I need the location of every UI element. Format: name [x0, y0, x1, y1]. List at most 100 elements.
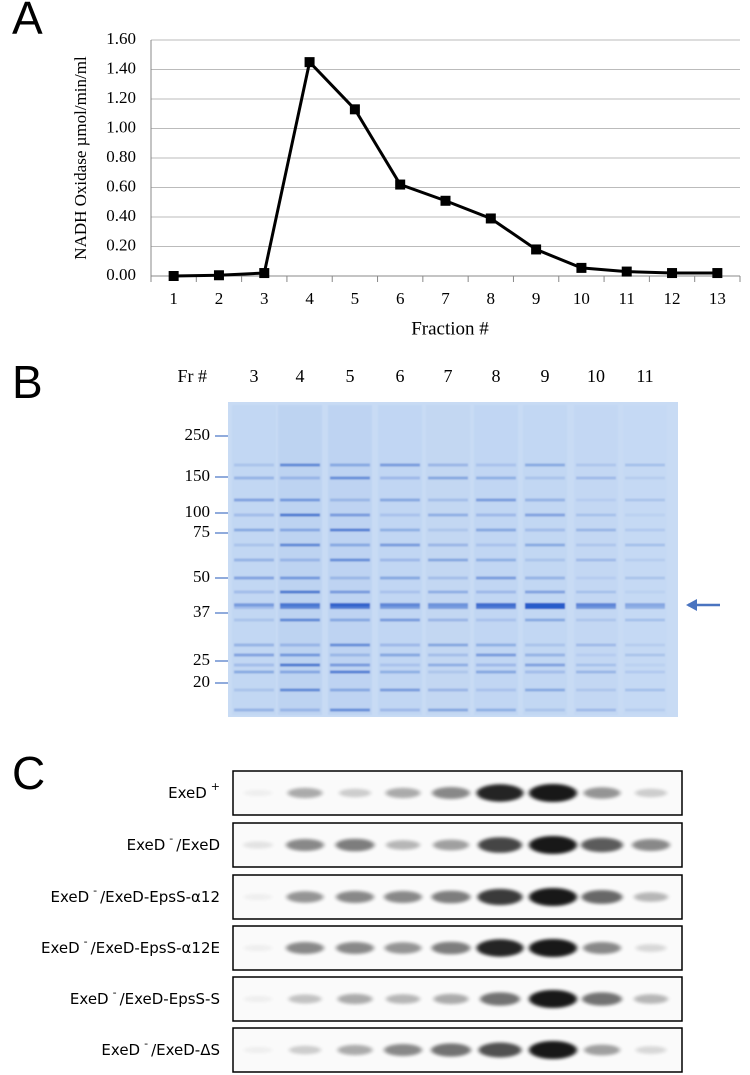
band	[280, 528, 320, 532]
band	[476, 590, 516, 594]
band	[476, 543, 516, 547]
band	[525, 643, 565, 647]
band	[234, 670, 274, 674]
band	[525, 688, 565, 692]
blot-band	[529, 990, 577, 1008]
blot-band	[581, 837, 623, 853]
band	[280, 663, 320, 667]
band	[576, 463, 616, 467]
row-label: ExeD -/ExeD	[127, 832, 220, 854]
lane-label: 3	[250, 366, 259, 386]
band	[476, 576, 516, 580]
band	[380, 708, 420, 712]
x-tick-label: 4	[305, 289, 314, 308]
blot-band	[582, 992, 622, 1006]
band	[234, 663, 274, 667]
band	[280, 670, 320, 674]
band	[330, 663, 370, 667]
blot-band	[476, 784, 524, 802]
row-label-construct: /ExeD	[176, 836, 220, 854]
band	[476, 708, 516, 712]
lane-label: 9	[541, 366, 550, 386]
marker-label: 75	[193, 522, 210, 541]
blot-band	[433, 993, 469, 1005]
band	[428, 603, 468, 609]
y-tick-label: 1.00	[106, 117, 136, 136]
band	[280, 708, 320, 712]
blot-band	[635, 1046, 667, 1054]
band	[380, 463, 420, 467]
band	[380, 618, 420, 622]
band	[625, 558, 665, 562]
band	[476, 663, 516, 667]
blot-band	[243, 893, 273, 901]
blot-band	[243, 841, 273, 849]
blot-band	[287, 787, 323, 799]
band	[330, 688, 370, 692]
marker-label: 250	[185, 425, 211, 444]
row-label-construct: /ExeD-EpsS-α12E	[91, 939, 220, 957]
band	[234, 558, 274, 562]
band	[330, 670, 370, 674]
band	[525, 476, 565, 480]
marker	[621, 266, 632, 277]
blot-band	[243, 995, 273, 1003]
band	[576, 618, 616, 622]
band	[428, 558, 468, 562]
blot-band	[286, 942, 324, 954]
row-label-name: ExeD	[41, 939, 80, 957]
band	[576, 663, 616, 667]
marker-label: 20	[193, 672, 210, 691]
band	[428, 663, 468, 667]
marker	[531, 244, 542, 255]
band	[525, 576, 565, 580]
blot-band	[581, 890, 623, 904]
x-axis-label: Fraction #	[411, 318, 489, 339]
blot-band	[386, 840, 420, 850]
band	[576, 513, 616, 517]
band	[428, 476, 468, 480]
band	[476, 528, 516, 532]
band	[525, 498, 565, 502]
band	[280, 590, 320, 594]
band	[380, 643, 420, 647]
band	[525, 663, 565, 667]
band	[280, 653, 320, 657]
band	[428, 498, 468, 502]
blot-band	[286, 839, 324, 851]
marker	[712, 268, 723, 279]
band	[525, 513, 565, 517]
band	[280, 476, 320, 480]
blot-band	[336, 891, 374, 903]
blot-band	[478, 837, 522, 853]
blot-band	[386, 994, 420, 1004]
blot-band	[480, 992, 520, 1006]
x-tick-label: 10	[573, 289, 590, 308]
band	[576, 498, 616, 502]
band	[428, 708, 468, 712]
band	[428, 643, 468, 647]
row-label-sup: -	[169, 832, 173, 845]
band	[380, 603, 420, 609]
x-tick-label: 2	[215, 289, 224, 308]
x-tick-label: 12	[664, 289, 681, 308]
blot-band	[476, 939, 524, 957]
band	[476, 476, 516, 480]
blot-band	[634, 994, 668, 1004]
blot-band	[384, 1044, 422, 1056]
marker	[213, 270, 224, 281]
band	[330, 528, 370, 532]
band	[525, 603, 565, 609]
blot-band	[635, 788, 667, 798]
band	[428, 670, 468, 674]
marker	[168, 271, 179, 281]
band	[525, 558, 565, 562]
blot-band	[385, 787, 421, 799]
band	[380, 528, 420, 532]
marker	[576, 262, 587, 273]
marker-label: 37	[193, 602, 211, 621]
y-tick-label: 0.60	[106, 176, 136, 195]
lane-label: 4	[296, 366, 305, 386]
blot-band	[529, 836, 577, 854]
row-label-name: ExeD	[101, 1041, 140, 1059]
